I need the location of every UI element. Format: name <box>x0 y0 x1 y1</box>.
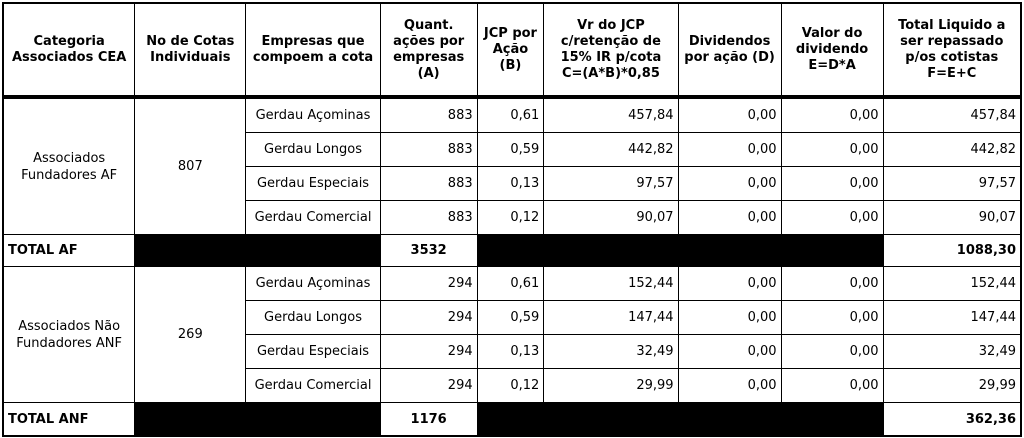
jcp-cell: 0,61 <box>477 267 545 301</box>
table-row: Associados Fundadores AF 807 Gerdau Açomin… <box>4 99 1020 235</box>
dividendos-cell: 0,00 <box>678 133 782 167</box>
empresa-cell: Gerdau Comercial <box>246 369 381 403</box>
dividendos-cell: 0,00 <box>678 369 782 403</box>
valor-dividendo-cell: 0,00 <box>781 335 884 369</box>
vr-jcp-cell: 147,44 <box>544 301 679 335</box>
quant-cell: 294 <box>380 301 478 335</box>
dividendos-cell: 0,00 <box>678 99 782 133</box>
total-cell: 147,44 <box>883 301 1020 335</box>
total-quant: 3532 <box>380 235 478 267</box>
table-row: Gerdau Comercial 294 0,12 29,99 0,00 0,00 29,9… <box>4 369 1020 403</box>
header-total-liquido: Total Liquido a ser repassado p/os cotis… <box>883 4 1020 99</box>
table-row: Gerdau Comercial 883 0,12 90,07 0,00 0,00 90,0… <box>4 201 1020 235</box>
jcp-cell: 0,13 <box>477 335 545 369</box>
category-cell: Associados Fundadores AF <box>4 99 136 235</box>
jcp-cell: 0,59 <box>477 301 545 335</box>
jcp-cell: 0,12 <box>477 369 545 403</box>
vr-jcp-cell: 457,84 <box>544 99 679 133</box>
jcp-cell: 0,61 <box>477 99 545 133</box>
quant-cell: 294 <box>380 369 478 403</box>
valor-dividendo-cell: 0,00 <box>781 301 884 335</box>
dividendos-cell: 0,00 <box>678 167 782 201</box>
valor-dividendo-cell: 0,00 <box>781 201 884 235</box>
quant-cell: 294 <box>380 335 478 369</box>
cotas-cell: 807 <box>135 99 247 235</box>
total-cell: 442,82 <box>883 133 1020 167</box>
jcp-cell: 0,59 <box>477 133 545 167</box>
total-value: 1088,30 <box>883 235 1020 267</box>
total-value: 362,36 <box>965 411 1016 427</box>
empresa-cell: Gerdau Comercial <box>246 201 381 235</box>
table-row: Gerdau Longos 294 0,59 147,44 0,00 0,00 147,44 <box>4 301 1020 335</box>
cotas-cell: 269 <box>135 267 247 403</box>
header-quant: Quant. ações por empresas (A) <box>380 4 478 99</box>
redacted-block <box>477 235 884 267</box>
dividendos-cell: 0,00 <box>678 201 782 235</box>
quant-cell: 883 <box>380 201 478 235</box>
header-categoria: Categoria Associados CEA <box>4 4 136 99</box>
empresa-cell: Gerdau Longos <box>246 133 381 167</box>
dividendos-cell: 0,00 <box>678 267 782 301</box>
redacted-block <box>135 403 381 435</box>
header-cotas: No de Cotas Individuais <box>135 4 247 99</box>
quant-cell: 883 <box>380 99 478 133</box>
vr-jcp-cell: 442,82 <box>544 133 679 167</box>
header-vr-jcp: Vr do JCP c/retenção de 15% IR p/cota C=… <box>544 4 679 99</box>
total-row: TOTAL ANF 1176 362,36 <box>4 403 1020 435</box>
empresa-cell: Gerdau Açominas <box>246 99 381 133</box>
valor-dividendo-cell: 0,00 <box>781 267 884 301</box>
jcp-cell: 0,13 <box>477 167 545 201</box>
total-row: TOTAL AF 3532 1088,30 <box>4 235 1020 267</box>
header-valor-dividendo: Valor do dividendo E=D*A <box>781 4 884 99</box>
total-quant: 1176 <box>381 403 478 435</box>
empresa-cell: Gerdau Especiais <box>246 335 381 369</box>
header-empresas: Empresas que compoem a cota <box>246 4 381 99</box>
redacted-block <box>477 403 884 435</box>
vr-jcp-cell: 29,99 <box>544 369 679 403</box>
redacted-block <box>135 235 381 267</box>
dividendos-cell: 0,00 <box>678 301 782 335</box>
empresa-cell: Gerdau Longos <box>246 301 381 335</box>
total-cell: 97,57 <box>883 167 1020 201</box>
total-cell: 152,44 <box>883 267 1020 301</box>
valor-dividendo-cell: 0,00 <box>781 369 884 403</box>
quant-cell: 883 <box>380 167 478 201</box>
table-row: Gerdau Especiais 883 0,13 97,57 0,00 0,00 97,5… <box>4 167 1020 201</box>
jcp-cell: 0,12 <box>477 201 545 235</box>
valor-dividendo-cell: 0,00 <box>781 133 884 167</box>
empresa-cell: Gerdau Especiais <box>246 167 381 201</box>
quant-cell: 294 <box>380 267 478 301</box>
header-dividendos: Dividendos por ação (D) <box>678 4 782 99</box>
total-cell: 90,07 <box>883 201 1020 235</box>
empresa-cell: Gerdau Açominas <box>246 267 381 301</box>
table-row: Gerdau Longos 883 0,59 442,82 0,00 0,00 442,82 <box>4 133 1020 167</box>
vr-jcp-cell: 97,57 <box>544 167 679 201</box>
table-row: Associados Não Fundadores ANF 269 Gerdau A… <box>4 267 1020 403</box>
total-label: TOTAL AF <box>4 235 136 267</box>
valor-dividendo-cell: 0,00 <box>781 99 884 133</box>
header-jcp: JCP por Ação (B) <box>477 4 545 99</box>
header-row: Categoria Associados CEA No de Cotas Ind… <box>4 4 1020 99</box>
valor-dividendo-cell: 0,00 <box>781 167 884 201</box>
dividendos-cell: 0,00 <box>678 335 782 369</box>
vr-jcp-cell: 32,49 <box>544 335 679 369</box>
total-cell: 32,49 <box>883 335 1020 369</box>
vr-jcp-cell: 152,44 <box>544 267 679 301</box>
vr-jcp-cell: 90,07 <box>544 201 679 235</box>
quant-cell: 883 <box>380 133 478 167</box>
category-cell: Associados Não Fundadores ANF <box>4 267 136 403</box>
total-label: TOTAL ANF <box>4 403 136 435</box>
table-row: Gerdau Especiais 294 0,13 32,49 0,00 0,00 32,4… <box>4 335 1020 369</box>
total-cell: 457,84 <box>883 99 1020 133</box>
total-cell: 29,99 <box>883 369 1020 403</box>
